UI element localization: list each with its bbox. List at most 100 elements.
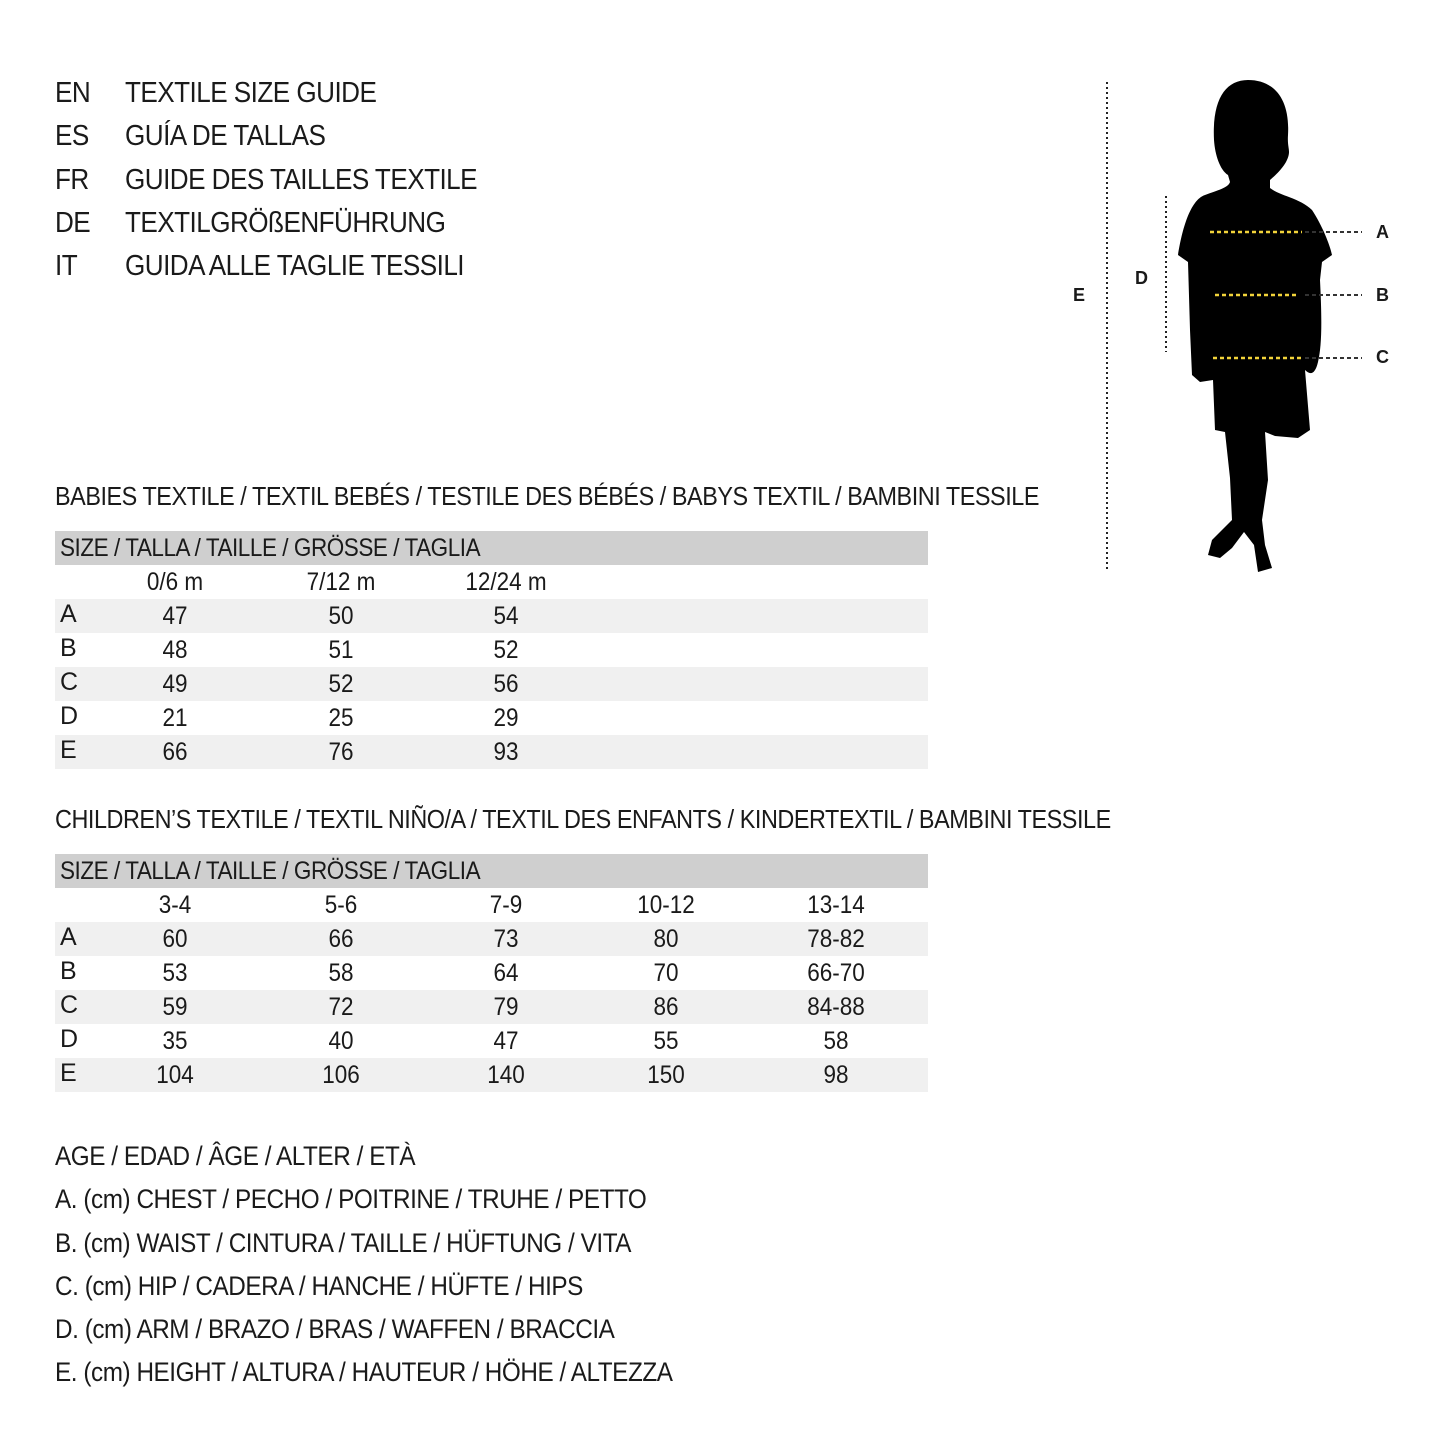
column-header-row: 0/6 m 7/12 m 12/24 m [55,565,928,599]
table-cell: 98 [823,1061,849,1089]
row-label: E [60,1059,77,1087]
column-header: 3-4 [158,891,192,919]
table-cell: 48 [162,636,188,664]
legend-arm: D. (cm) ARM / BRAZO / BRAS / WAFFEN / BR… [55,1314,615,1344]
table-row: C 59 72 79 86 84-88 [55,990,928,1024]
lang-code: EN [55,77,91,109]
child-silhouette-icon [1178,80,1332,572]
table-cell: 40 [328,1027,354,1055]
column-header-row: 3-4 5-6 7-9 10-12 13-14 [55,888,928,922]
babies-size-table: SIZE / TALLA / TAILLE / GRÖSSE / TAGLIA … [55,531,928,769]
table-cell: 50 [328,602,354,630]
table-cell: 80 [653,925,679,953]
table-row: E 66 76 93 [55,735,928,769]
table-cell: 66 [162,738,188,766]
table-row: D 35 40 47 55 58 [55,1024,928,1058]
lang-code: ES [55,120,89,152]
table-row: E 104 106 140 150 98 [55,1058,928,1092]
table-cell: 58 [823,1027,849,1055]
title-text: GUÍA DE TALLAS [125,120,326,152]
label-a: A [1376,222,1389,242]
table-row: B 48 51 52 [55,633,928,667]
legend-chest: A. (cm) CHEST / PECHO / POITRINE / TRUHE… [55,1184,647,1214]
legend-age: AGE / EDAD / ÂGE / ALTER / ETÀ [55,1141,416,1171]
legend-waist: B. (cm) WAIST / CINTURA / TAILLE / HÜFTU… [55,1228,632,1258]
table-cell: 66 [328,925,354,953]
table-row: A 60 66 73 80 78-82 [55,922,928,956]
title-it: IT GUIDA ALLE TAGLIE TESSILI [55,248,955,288]
table-cell: 52 [328,670,354,698]
label-d: D [1135,268,1148,288]
table-cell: 29 [493,704,519,732]
title-text: GUIDA ALLE TAGLIE TESSILI [125,250,465,282]
table-cell: 55 [653,1027,679,1055]
column-header: 10-12 [637,891,695,919]
table-cell: 76 [328,738,354,766]
table-cell: 64 [493,959,519,987]
column-header: 7-9 [489,891,523,919]
table-cell: 54 [493,602,519,630]
table-cell: 140 [487,1061,525,1089]
size-header-text: SIZE / TALLA / TAILLE / GRÖSSE / TAGLIA [60,534,481,562]
table-cell: 79 [493,993,519,1021]
table-row: D 21 25 29 [55,701,928,735]
table-cell: 60 [162,925,188,953]
size-header: SIZE / TALLA / TAILLE / GRÖSSE / TAGLIA [55,854,928,888]
table-cell: 84-88 [807,993,865,1021]
column-header: 7/12 m [306,568,376,596]
child-silhouette-figure [1106,80,1362,572]
table-cell: 58 [328,959,354,987]
table-cell: 70 [653,959,679,987]
table-cell: 51 [328,636,354,664]
row-label: A [60,923,77,951]
table-cell: 25 [328,704,354,732]
label-c: C [1376,347,1389,367]
table-cell: 72 [328,993,354,1021]
row-label: C [60,668,79,696]
title-es: ES GUÍA DE TALLAS [55,118,955,158]
table-cell: 93 [493,738,519,766]
row-label: B [60,634,77,662]
row-label: D [60,702,79,730]
table-cell: 47 [162,602,188,630]
table-cell: 66-70 [807,959,865,987]
table-cell: 35 [162,1027,188,1055]
table-cell: 150 [647,1061,685,1089]
row-label: E [60,736,77,764]
column-header: 5-6 [324,891,358,919]
table-cell: 53 [162,959,188,987]
table-cell: 49 [162,670,188,698]
table-cell: 104 [156,1061,194,1089]
babies-heading: BABIES TEXTILE / TEXTIL BEBÉS / TESTILE … [55,481,1039,511]
lang-code: DE [55,207,91,239]
row-label: D [60,1025,79,1053]
table-row: B 53 58 64 70 66-70 [55,956,928,990]
lang-code: IT [55,250,78,282]
column-header: 0/6 m [146,568,204,596]
legend-hip: C. (cm) HIP / CADERA / HANCHE / HÜFTE / … [55,1271,583,1301]
title-text: TEXTILGRÖßENFÜHRUNG [125,207,446,239]
title-de: DE TEXTILGRÖßENFÜHRUNG [55,205,955,245]
table-cell: 106 [322,1061,360,1089]
title-fr: FR GUIDE DES TAILLES TEXTILE [55,162,955,202]
table-cell: 86 [653,993,679,1021]
table-cell: 56 [493,670,519,698]
row-label: B [60,957,77,985]
title-text: TEXTILE SIZE GUIDE [125,77,377,109]
label-e: E [1073,285,1086,305]
row-label: A [60,600,77,628]
title-text: GUIDE DES TAILLES TEXTILE [125,164,478,196]
table-row: A 47 50 54 [55,599,928,633]
row-label: C [60,991,79,1019]
title-en: EN TEXTILE SIZE GUIDE [55,75,955,115]
children-size-table: SIZE / TALLA / TAILLE / GRÖSSE / TAGLIA … [55,854,928,1092]
lang-code: FR [55,164,89,196]
table-cell: 52 [493,636,519,664]
table-cell: 73 [493,925,519,953]
table-cell: 59 [162,993,188,1021]
column-header: 12/24 m [465,568,547,596]
label-b: B [1376,285,1389,305]
column-header: 13-14 [807,891,865,919]
measure-lines [1210,230,1362,360]
children-heading: CHILDREN’S TEXTILE / TEXTIL NIÑO/A / TEX… [55,804,1111,834]
